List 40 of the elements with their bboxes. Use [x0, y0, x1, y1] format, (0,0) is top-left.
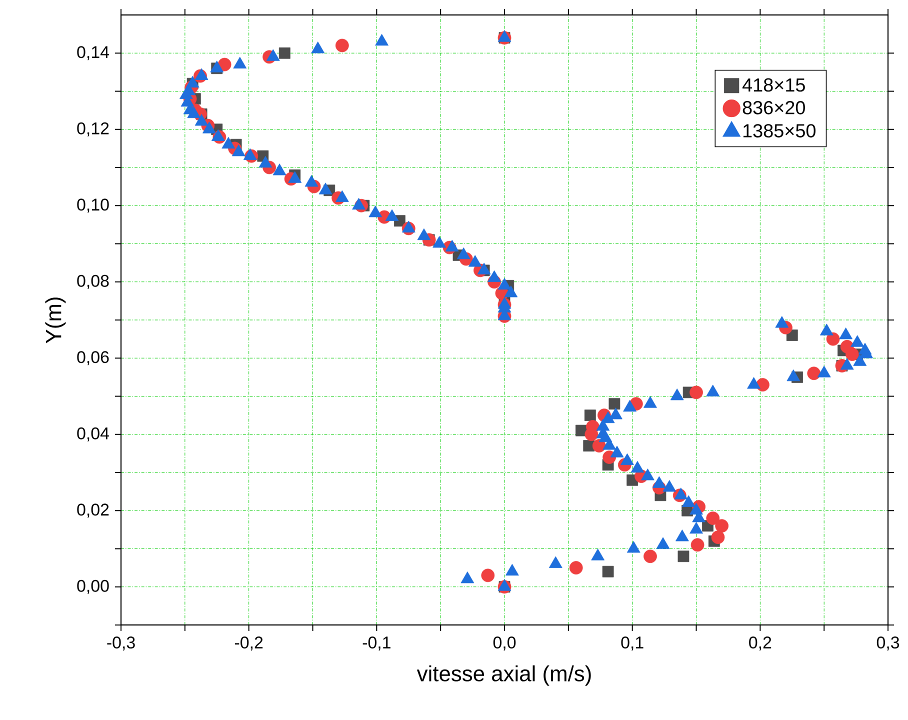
- y-tick-label: 0,06: [77, 351, 109, 366]
- point: [569, 561, 583, 574]
- x-axis-title: vitesse axial (m/s): [416, 665, 591, 686]
- point: [644, 550, 657, 564]
- y-tick-label: 0,00: [77, 580, 109, 594]
- x-tick-label: -0,2: [235, 636, 263, 651]
- point: [678, 550, 690, 562]
- x-tick-label: 0,3: [876, 636, 900, 651]
- point: [576, 424, 587, 436]
- y-tick-label: 0,10: [77, 198, 109, 213]
- legend-label: 418×15: [742, 78, 805, 92]
- y-tick-label: 0,12: [77, 122, 109, 136]
- point: [826, 332, 840, 346]
- point: [846, 348, 859, 361]
- point: [584, 410, 596, 421]
- point: [706, 512, 720, 525]
- y-axis-title: Y(m): [45, 298, 66, 344]
- point: [711, 530, 725, 544]
- legend-label: 836×20: [742, 100, 805, 114]
- y-tick-label: 0,08: [77, 274, 109, 289]
- point: [278, 47, 290, 59]
- point: [608, 398, 620, 410]
- point: [602, 566, 614, 578]
- legend-label: 1385×50: [743, 124, 816, 138]
- point: [335, 38, 349, 52]
- x-tick-label: 0,2: [749, 636, 772, 651]
- point: [690, 386, 703, 400]
- y-tick-label: 0,14: [77, 46, 109, 60]
- y-tick-label: 0,02: [77, 504, 109, 518]
- point: [690, 538, 704, 552]
- x-tick-label: 0,0: [493, 636, 516, 651]
- x-tick-label: -0,1: [362, 636, 390, 651]
- x-tick-label: -0,3: [107, 636, 135, 651]
- point: [218, 58, 232, 72]
- point: [807, 366, 821, 380]
- point: [481, 568, 495, 582]
- point: [584, 428, 598, 442]
- point: [715, 519, 729, 533]
- y-tick-label: 0,04: [77, 427, 109, 442]
- x-tick-label: 0,1: [621, 636, 644, 651]
